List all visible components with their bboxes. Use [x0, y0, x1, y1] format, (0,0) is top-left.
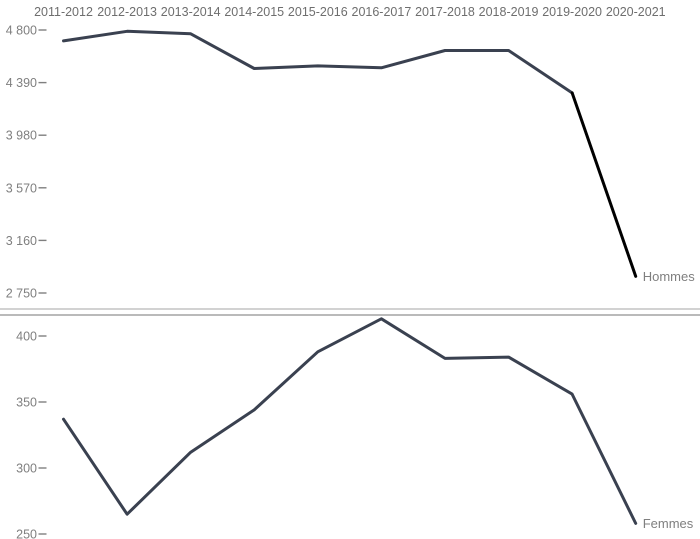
category-label: 2011-2012 — [34, 5, 93, 19]
series-label-hommes: Hommes — [643, 269, 696, 284]
y-tick-label-hommes: 3 570 — [6, 181, 37, 195]
category-label: 2012-2013 — [97, 5, 157, 19]
y-tick-label-femmes: 400 — [16, 330, 37, 344]
y-tick-label-femmes: 250 — [16, 528, 37, 539]
y-tick-label-hommes: 4 800 — [6, 24, 37, 38]
y-tick-label-hommes: 3 980 — [6, 129, 37, 143]
category-label: 2017-2018 — [415, 5, 475, 19]
series-line-hommes — [62, 29, 574, 95]
y-tick-label-femmes: 350 — [16, 396, 37, 410]
series-line-highlight-hommes — [570, 91, 638, 278]
category-label: 2014-2015 — [224, 5, 284, 19]
y-tick-label-hommes: 4 390 — [6, 76, 37, 90]
category-label: 2019-2020 — [542, 5, 602, 19]
category-label: 2018-2019 — [479, 5, 539, 19]
category-label: 2013-2014 — [161, 5, 221, 19]
y-tick-label-femmes: 300 — [16, 462, 37, 476]
y-tick-label-hommes: 2 750 — [6, 287, 37, 301]
series-label-femmes: Femmes — [643, 516, 694, 531]
series-line-femmes — [62, 317, 638, 525]
y-tick-label-hommes: 3 160 — [6, 234, 37, 248]
category-label: 2020-2021 — [606, 5, 666, 19]
category-label: 2015-2016 — [288, 5, 348, 19]
category-label: 2016-2017 — [352, 5, 412, 19]
